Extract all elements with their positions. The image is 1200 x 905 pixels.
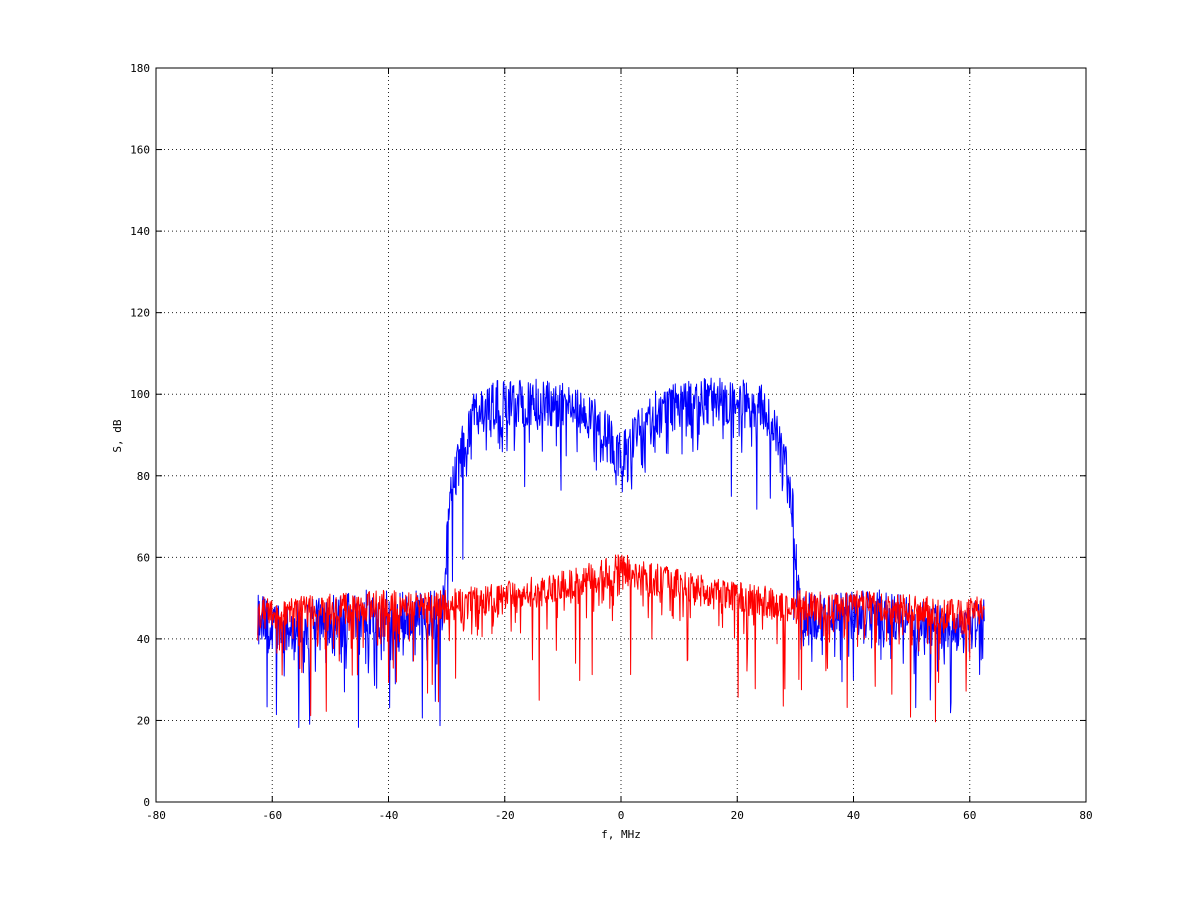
x-tick-label: 40 <box>847 809 860 822</box>
y-tick-label: 120 <box>130 307 150 320</box>
y-tick-label: 40 <box>137 633 150 646</box>
y-tick-label: 160 <box>130 144 150 157</box>
x-tick-label: -60 <box>262 809 282 822</box>
x-tick-label: -20 <box>495 809 515 822</box>
x-tick-label: -40 <box>379 809 399 822</box>
y-tick-label: 140 <box>130 225 150 238</box>
y-tick-label: 100 <box>130 388 150 401</box>
series-layer <box>257 377 985 728</box>
x-tick-labels: -80 -60 -40 -20 0 20 40 60 80 <box>146 809 1093 822</box>
y-tick-label: 60 <box>137 551 150 564</box>
y-tick-label: 80 <box>137 470 150 483</box>
x-axis-label: f, MHz <box>601 828 641 841</box>
y-tick-labels: 0 20 40 60 80 100 120 140 160 180 <box>130 62 150 809</box>
ticks <box>155 67 1087 803</box>
y-tick-label: 20 <box>137 714 150 727</box>
y-tick-label: 0 <box>143 796 150 809</box>
x-tick-label: 80 <box>1079 809 1092 822</box>
y-axis-label: S, dB <box>111 419 124 452</box>
x-tick-label: 60 <box>963 809 976 822</box>
grid <box>156 68 1086 802</box>
x-tick-label: 20 <box>731 809 744 822</box>
x-tick-label: -80 <box>146 809 166 822</box>
series-2-line <box>257 554 985 723</box>
series-1-line <box>257 377 985 728</box>
y-tick-label: 180 <box>130 62 150 75</box>
x-tick-label: 0 <box>618 809 625 822</box>
